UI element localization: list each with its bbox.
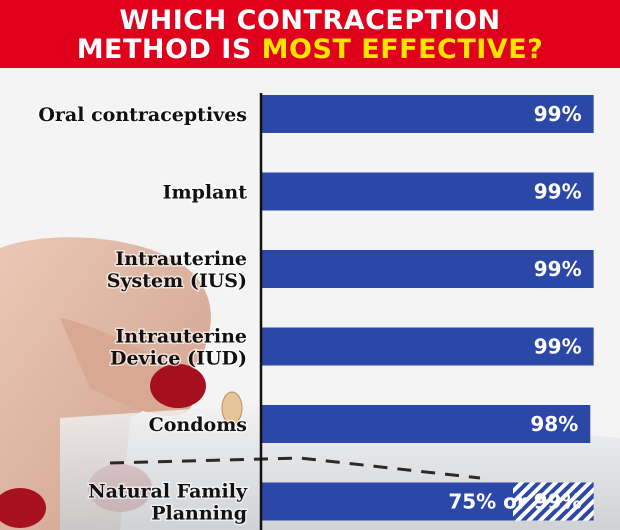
category-label-1-line-0: Implant (163, 182, 248, 204)
value-label-5: 75% or 99% (448, 490, 581, 514)
bar-5-low (261, 482, 513, 521)
category-label-0-line-0: Oral contraceptives (38, 104, 247, 126)
category-label-0: Oral contraceptives (38, 104, 247, 126)
category-label-5-line-1: Planning (151, 503, 247, 525)
bar-0 (261, 95, 594, 133)
bar-3 (261, 327, 594, 366)
bar-chart: 99% Oral contraceptives 99% Implant 99% Intra… (37, 93, 594, 530)
bar-2 (261, 250, 594, 288)
category-label-3-line-1: Device (IUD) (110, 348, 247, 370)
category-label-4: Condoms (149, 414, 247, 436)
category-label-2-line-0: Intrauterine (115, 248, 247, 270)
category-label-3-line-0: Intrauterine (115, 326, 247, 348)
bar-1 (261, 172, 594, 211)
category-label-5: Natural Family Planning (88, 481, 248, 525)
value-label-2: 99% (534, 257, 582, 281)
category-label-5-line-0: Natural Family (88, 481, 248, 503)
title-line-2: METHOD IS MOST EFFECTIVE? (0, 35, 620, 64)
chart-title: WHICH CONTRACEPTION METHOD IS MOST EFFEC… (0, 0, 620, 68)
category-label-2-line-1: System (IUS) (107, 270, 247, 292)
category-label-1: Implant (163, 182, 248, 204)
title-line-1: WHICH CONTRACEPTION (119, 5, 501, 36)
category-label-2: Intrauterine System (IUS) (107, 248, 247, 292)
value-label-3: 99% (534, 335, 582, 359)
title-line-2-white: METHOD IS (76, 34, 262, 65)
bar-5-range (513, 482, 594, 521)
title-highlight: MOST EFFECTIVE? (261, 34, 544, 65)
value-label-4: 98% (530, 412, 578, 436)
value-label-0: 99% (534, 102, 582, 126)
value-label-1: 99% (534, 180, 582, 204)
bar-4 (261, 405, 591, 443)
category-label-3: Intrauterine Device (IUD) (110, 326, 247, 370)
category-label-4-line-0: Condoms (149, 414, 247, 436)
